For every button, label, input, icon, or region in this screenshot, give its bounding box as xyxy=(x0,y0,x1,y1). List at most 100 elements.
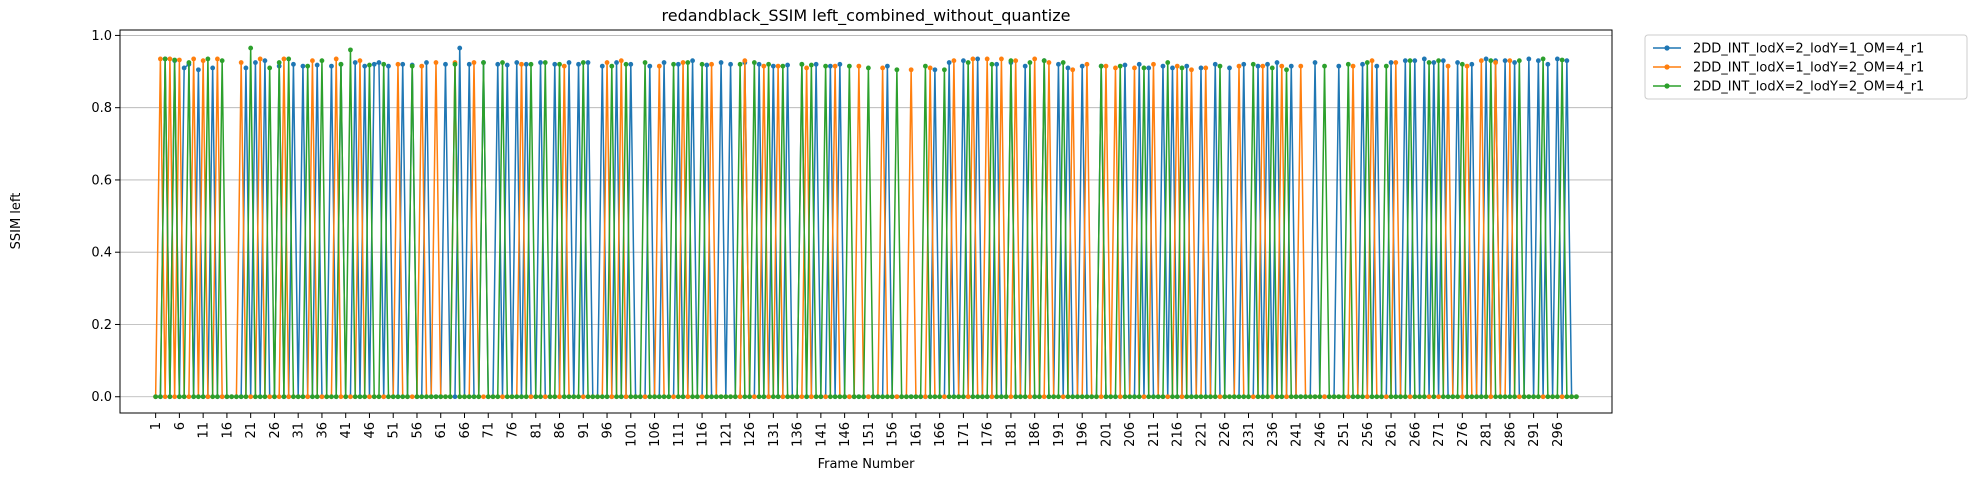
x-tick-label: 236 xyxy=(1266,422,1281,447)
x-tick-label: 56 xyxy=(410,422,425,439)
data-point xyxy=(1383,63,1389,69)
x-tick-label: 231 xyxy=(1242,422,1257,447)
data-point xyxy=(219,394,225,400)
data-point xyxy=(500,60,505,65)
data-point xyxy=(452,61,458,67)
data-point xyxy=(965,60,971,65)
data-point xyxy=(476,394,482,400)
data-point xyxy=(428,394,434,400)
y-tick-label: 0.8 xyxy=(91,101,112,116)
data-point xyxy=(1516,394,1522,400)
data-point xyxy=(922,63,928,69)
data-point xyxy=(1445,63,1451,69)
data-point xyxy=(1531,394,1536,400)
data-point xyxy=(1236,394,1242,400)
data-point xyxy=(1003,394,1009,400)
data-point xyxy=(1521,394,1527,400)
data-point xyxy=(566,60,572,65)
data-point xyxy=(462,394,467,400)
data-point xyxy=(1198,65,1204,71)
data-point xyxy=(680,394,686,400)
data-point xyxy=(1065,65,1071,71)
data-point xyxy=(1265,394,1270,400)
data-point xyxy=(970,56,976,62)
data-point xyxy=(1032,56,1038,62)
data-point xyxy=(595,394,600,400)
data-point xyxy=(932,67,938,73)
data-point xyxy=(253,60,258,65)
data-point xyxy=(614,60,619,65)
data-point xyxy=(799,394,805,400)
x-tick-label: 196 xyxy=(1076,422,1091,447)
x-tick-label: 31 xyxy=(292,422,307,439)
data-point xyxy=(348,394,353,400)
data-point xyxy=(1317,394,1323,400)
data-point xyxy=(210,394,216,400)
data-point xyxy=(576,61,581,67)
data-point xyxy=(1041,394,1047,400)
data-point xyxy=(832,63,838,69)
data-point xyxy=(704,394,710,400)
data-point xyxy=(856,394,862,400)
data-point xyxy=(775,394,781,400)
data-point xyxy=(305,394,311,400)
data-point xyxy=(1350,394,1356,400)
data-point xyxy=(1312,60,1318,65)
x-tick-label: 296 xyxy=(1551,422,1566,447)
x-tick-label: 186 xyxy=(1028,422,1043,447)
data-point xyxy=(485,394,491,400)
data-point xyxy=(248,394,254,400)
data-point xyxy=(780,394,786,400)
data-point xyxy=(1364,60,1370,65)
data-point xyxy=(234,394,239,400)
data-point xyxy=(1046,60,1052,65)
data-point xyxy=(894,394,900,400)
data-point xyxy=(846,63,852,69)
data-point xyxy=(376,394,382,400)
data-point xyxy=(310,394,315,400)
data-point xyxy=(903,394,909,400)
data-point xyxy=(799,61,805,67)
data-point xyxy=(528,61,534,67)
data-point xyxy=(300,394,306,400)
data-point xyxy=(913,394,919,400)
data-point xyxy=(400,61,406,67)
data-point xyxy=(186,60,192,65)
data-point xyxy=(1008,58,1014,64)
data-point xyxy=(557,61,562,67)
x-tick-label: 271 xyxy=(1432,422,1447,447)
data-point xyxy=(1398,394,1403,400)
chart-title: redandblack_SSIM left_combined_without_q… xyxy=(662,6,1071,26)
x-tick-label: 121 xyxy=(719,422,734,447)
data-point xyxy=(984,56,990,62)
data-point xyxy=(253,394,258,400)
data-point xyxy=(628,61,634,67)
data-point xyxy=(248,45,254,51)
x-tick-label: 66 xyxy=(458,422,473,439)
data-point xyxy=(965,394,971,400)
data-point xyxy=(1070,394,1076,400)
data-point xyxy=(590,394,596,400)
x-tick-label: 276 xyxy=(1456,422,1471,447)
x-tick-label: 46 xyxy=(363,422,378,439)
data-point xyxy=(1184,63,1190,69)
data-point xyxy=(951,394,957,400)
data-point xyxy=(243,394,249,400)
data-point xyxy=(808,62,814,68)
data-point xyxy=(1046,394,1052,400)
data-point xyxy=(1421,56,1427,62)
data-point xyxy=(1189,394,1194,400)
data-point xyxy=(1274,60,1280,65)
data-point xyxy=(1374,63,1380,69)
data-point xyxy=(1564,394,1570,400)
data-point xyxy=(1474,394,1479,400)
x-tick-label: 246 xyxy=(1313,422,1328,447)
data-point xyxy=(1379,394,1384,400)
data-point xyxy=(723,394,729,400)
x-tick-label: 26 xyxy=(268,422,283,439)
data-point xyxy=(1255,63,1261,69)
data-point xyxy=(1174,63,1180,69)
data-point xyxy=(865,65,871,71)
data-point xyxy=(533,394,539,400)
